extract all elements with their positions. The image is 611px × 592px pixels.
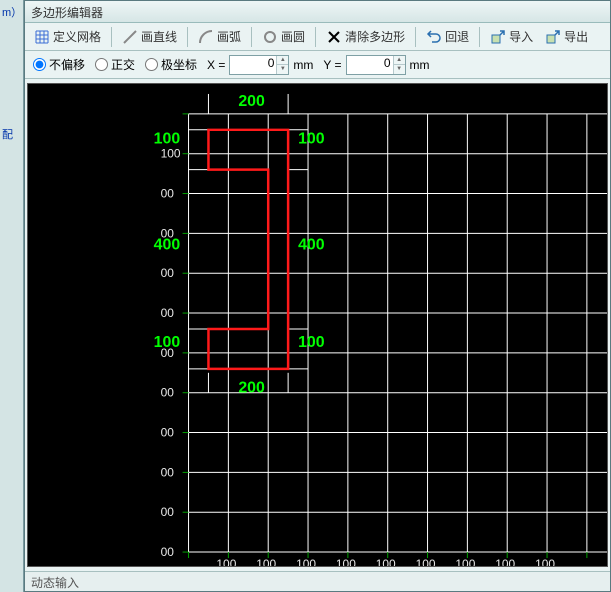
- svg-text:100: 100: [161, 147, 181, 161]
- clear-poly-button[interactable]: 清除多边形: [321, 26, 410, 48]
- x-unit: mm: [293, 58, 313, 72]
- svg-text:400: 400: [298, 236, 325, 253]
- svg-text:00: 00: [161, 266, 175, 280]
- svg-text:100: 100: [154, 131, 181, 148]
- drawing-canvas[interactable]: 1000000000000000000000010010010010010010…: [27, 83, 608, 567]
- svg-text:100: 100: [256, 557, 276, 567]
- y-input[interactable]: 0▲▼: [346, 55, 406, 75]
- svg-text:00: 00: [161, 386, 175, 400]
- grid-icon: [34, 29, 50, 45]
- y-unit: mm: [410, 58, 430, 72]
- svg-text:100: 100: [455, 557, 475, 567]
- x-label: X =: [207, 58, 225, 72]
- window-title: 多边形编辑器: [31, 6, 103, 20]
- svg-text:00: 00: [161, 465, 175, 479]
- draw-arc-button[interactable]: 画弧: [193, 26, 246, 48]
- polygon-editor-window: 多边形编辑器 定义网格 画直线 画弧 画圆: [24, 0, 611, 592]
- svg-text:100: 100: [298, 131, 325, 148]
- export-button[interactable]: 导出: [540, 26, 593, 48]
- mode-polar-radio[interactable]: 极坐标: [145, 56, 197, 73]
- window-titlebar[interactable]: 多边形编辑器: [25, 1, 610, 23]
- status-text: 动态输入: [31, 576, 79, 590]
- canvas-wrap: 1000000000000000000000010010010010010010…: [25, 81, 610, 569]
- svg-text:200: 200: [238, 93, 265, 110]
- svg-text:400: 400: [154, 236, 181, 253]
- toolbar: 定义网格 画直线 画弧 画圆 清除多边形: [25, 23, 610, 51]
- svg-text:100: 100: [535, 557, 555, 567]
- svg-text:100: 100: [495, 557, 515, 567]
- draw-line-button[interactable]: 画直线: [117, 26, 182, 48]
- svg-text:100: 100: [298, 334, 325, 351]
- line-icon: [122, 29, 138, 45]
- mode-ortho-radio[interactable]: 正交: [95, 56, 135, 73]
- coord-bar: 不偏移 正交 极坐标 X = 0▲▼ mm Y = 0▲▼ mm: [25, 51, 610, 79]
- export-icon: [545, 29, 561, 45]
- svg-text:00: 00: [161, 505, 175, 519]
- define-grid-button[interactable]: 定义网格: [29, 26, 106, 48]
- svg-text:100: 100: [376, 557, 396, 567]
- circle-icon: [262, 29, 278, 45]
- svg-text:200: 200: [238, 380, 265, 397]
- svg-text:00: 00: [161, 306, 175, 320]
- draw-circle-button[interactable]: 画圆: [257, 26, 310, 48]
- mode-none-radio[interactable]: 不偏移: [33, 56, 85, 73]
- clear-icon: [326, 29, 342, 45]
- import-icon: [490, 29, 506, 45]
- arc-icon: [198, 29, 214, 45]
- undo-icon: [426, 29, 442, 45]
- svg-text:100: 100: [154, 334, 181, 351]
- svg-text:00: 00: [161, 426, 175, 440]
- x-input[interactable]: 0▲▼: [229, 55, 289, 75]
- svg-text:100: 100: [416, 557, 436, 567]
- import-button[interactable]: 导入: [485, 26, 538, 48]
- undo-button[interactable]: 回退: [421, 26, 474, 48]
- svg-text:100: 100: [216, 557, 236, 567]
- svg-text:100: 100: [336, 557, 356, 567]
- y-label: Y =: [323, 58, 341, 72]
- svg-text:00: 00: [161, 187, 175, 201]
- status-bar: 动态输入: [25, 571, 610, 591]
- svg-text:00: 00: [161, 545, 175, 559]
- left-sidebar-fragment: m） 配: [0, 0, 24, 592]
- svg-text:100: 100: [296, 557, 316, 567]
